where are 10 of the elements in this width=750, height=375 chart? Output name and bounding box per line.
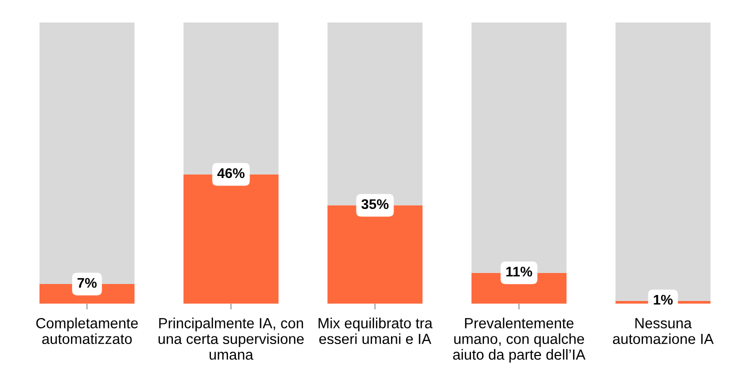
x-tick-label: Principalmente IA, con una certa supervisione umana — [158, 318, 304, 360]
x-tick-label: Completamente automatizzato — [36, 318, 138, 344]
x-tick-label: Mix equilibrato tra esseri umani e IA — [318, 318, 433, 344]
x-tick-label: Prevalentemente umano, con qualche aiuto da parte dell’IA — [453, 318, 586, 363]
data-label: 7% — [78, 278, 97, 288]
data-label: 35% — [361, 199, 389, 210]
data-label: 1% — [654, 294, 673, 305]
x-tick-label: Nessuna automazione IA — [612, 318, 714, 344]
data-label: 11% — [506, 266, 532, 277]
data-label: 46% — [217, 168, 245, 178]
